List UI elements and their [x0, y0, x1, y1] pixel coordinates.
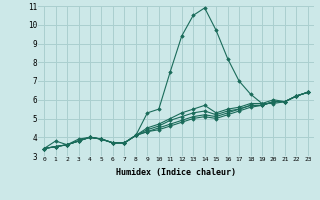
X-axis label: Humidex (Indice chaleur): Humidex (Indice chaleur) — [116, 168, 236, 177]
